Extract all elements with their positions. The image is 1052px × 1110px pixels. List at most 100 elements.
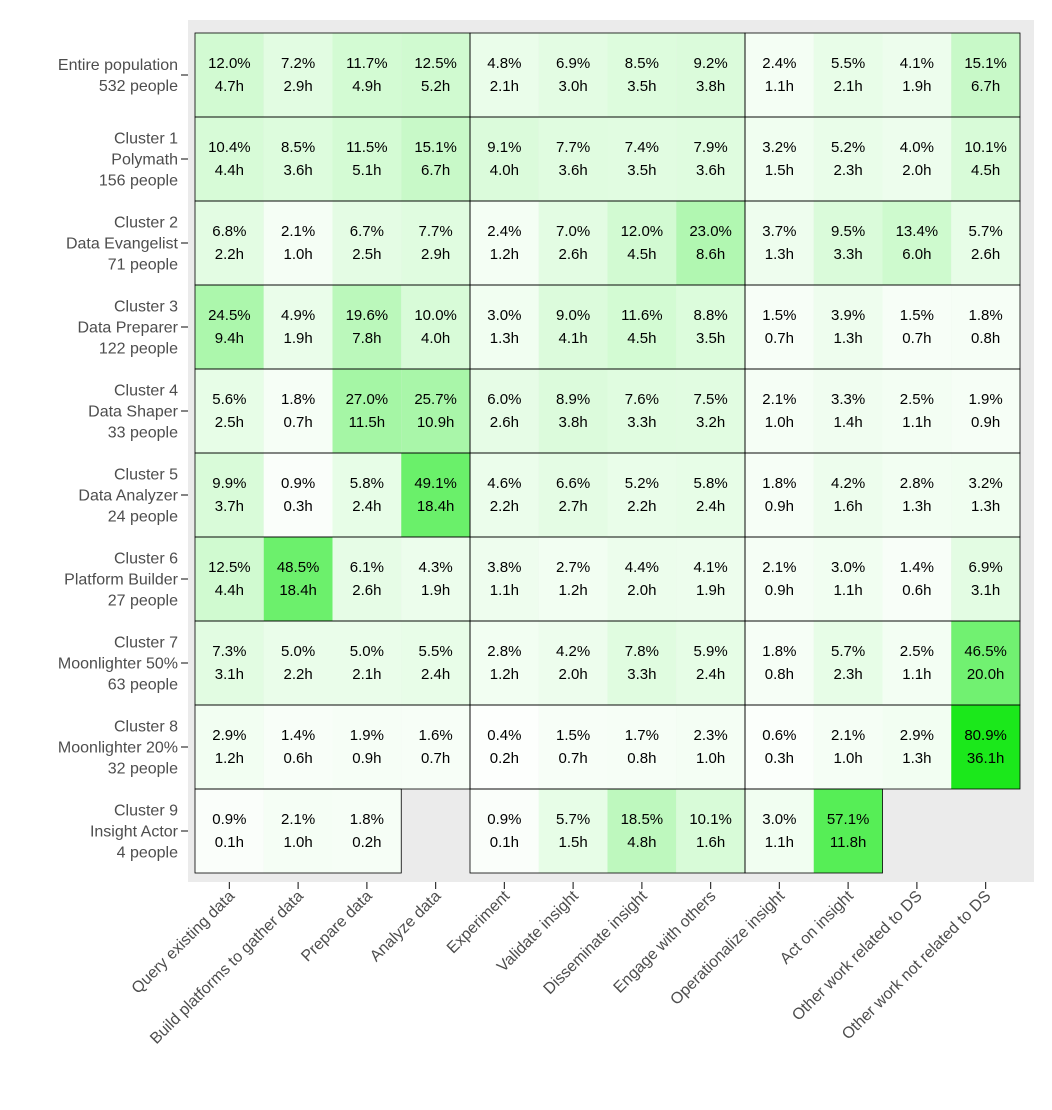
- cell-percent-label: 1.8%: [969, 307, 1003, 324]
- cell-hours-label: 1.6h: [696, 834, 725, 851]
- cell-hours-label: 1.5h: [559, 834, 588, 851]
- heatmap-cell: [951, 705, 1020, 789]
- cell-percent-label: 15.1%: [964, 55, 1007, 72]
- heatmap-cell: [951, 621, 1020, 705]
- heatmap-cell: [538, 789, 608, 873]
- cell-percent-label: 3.0%: [487, 307, 521, 324]
- cell-hours-label: 2.9h: [284, 78, 313, 95]
- cell-hours-label: 0.1h: [490, 834, 519, 851]
- cell-percent-label: 5.9%: [694, 643, 728, 660]
- heatmap-cell: [745, 201, 814, 285]
- heatmap-cell: [195, 621, 264, 705]
- cell-percent-label: 4.2%: [831, 475, 865, 492]
- cell-percent-label: 4.3%: [419, 559, 453, 576]
- cell-hours-label: 2.9h: [421, 246, 450, 263]
- cell-percent-label: 0.9%: [487, 811, 521, 828]
- cell-hours-label: 0.1h: [215, 834, 244, 851]
- cell-hours-label: 0.6h: [902, 582, 931, 599]
- cell-hours-label: 2.2h: [627, 498, 656, 515]
- cell-hours-label: 4.0h: [421, 330, 450, 347]
- cell-hours-label: 4.5h: [627, 330, 656, 347]
- heatmap-cell: [263, 369, 333, 453]
- cell-percent-label: 7.9%: [694, 139, 728, 156]
- heatmap-cell: [538, 33, 608, 117]
- cell-percent-label: 3.0%: [831, 559, 865, 576]
- cell-percent-label: 7.4%: [625, 139, 659, 156]
- y-tick-label: Cluster 8: [114, 719, 178, 736]
- heatmap-cell: [195, 285, 264, 369]
- heatmap-cell: [401, 33, 470, 117]
- y-tick-label: Cluster 5: [114, 467, 178, 484]
- cell-hours-label: 2.4h: [352, 498, 381, 515]
- heatmap-cell: [882, 705, 952, 789]
- cell-percent-label: 3.2%: [969, 475, 1003, 492]
- heatmap-cell: [676, 285, 745, 369]
- cell-percent-label: 6.1%: [350, 559, 384, 576]
- cell-percent-label: 49.1%: [414, 475, 457, 492]
- heatmap-cell: [813, 537, 883, 621]
- cell-percent-label: 4.1%: [694, 559, 728, 576]
- cell-hours-label: 3.8h: [559, 414, 588, 431]
- y-axis: Entire population 532 people Cluster 1 Poly…: [58, 57, 188, 862]
- cell-hours-label: 3.5h: [696, 330, 725, 347]
- cell-percent-label: 0.9%: [212, 811, 246, 828]
- heatmap-cell: [951, 201, 1020, 285]
- cell-percent-label: 57.1%: [827, 811, 870, 828]
- cell-hours-label: 1.3h: [490, 330, 519, 347]
- cell-hours-label: 2.6h: [971, 246, 1000, 263]
- heatmap-cell: [607, 789, 677, 873]
- heatmap-cell: [470, 537, 539, 621]
- cell-percent-label: 7.6%: [625, 391, 659, 408]
- heatmap-cell: [263, 33, 333, 117]
- cell-percent-label: 5.2%: [831, 139, 865, 156]
- cell-hours-label: 1.0h: [834, 750, 863, 767]
- cell-percent-label: 2.1%: [762, 559, 796, 576]
- heatmap-cell: [676, 201, 745, 285]
- cell-hours-label: 0.6h: [284, 750, 313, 767]
- heatmap-cell: [607, 705, 677, 789]
- heatmap-cell: [401, 201, 470, 285]
- heatmap-cell: [882, 201, 952, 285]
- cell-percent-label: 6.7%: [350, 223, 384, 240]
- cell-percent-label: 2.1%: [281, 811, 315, 828]
- heatmap-cell: [813, 369, 883, 453]
- cell-percent-label: 12.0%: [208, 55, 251, 72]
- cell-percent-label: 2.9%: [212, 727, 246, 744]
- cell-hours-label: 2.6h: [490, 414, 519, 431]
- cell-hours-label: 3.5h: [627, 162, 656, 179]
- cell-hours-label: 2.2h: [215, 246, 244, 263]
- cell-hours-label: 0.7h: [284, 414, 313, 431]
- y-tick-label: 27 people: [108, 593, 178, 610]
- cell-hours-label: 6.7h: [971, 78, 1000, 95]
- cell-hours-label: 2.4h: [696, 666, 725, 683]
- heatmap-cell: [332, 33, 402, 117]
- cell-percent-label: 2.9%: [900, 727, 934, 744]
- heatmap-cell: [263, 705, 333, 789]
- cell-hours-label: 1.1h: [765, 834, 794, 851]
- cell-hours-label: 4.1h: [559, 330, 588, 347]
- y-tick-label: Data Shaper: [88, 404, 179, 421]
- heatmap-cell: [607, 369, 677, 453]
- cell-percent-label: 1.8%: [281, 391, 315, 408]
- cell-hours-label: 3.3h: [834, 246, 863, 263]
- cell-hours-label: 2.6h: [352, 582, 381, 599]
- cell-percent-label: 3.0%: [762, 811, 796, 828]
- heatmap-cell: [263, 621, 333, 705]
- y-tick-label: Moonlighter 20%: [58, 740, 178, 757]
- heatmap-cell: [607, 285, 677, 369]
- cell-hours-label: 0.7h: [765, 330, 794, 347]
- x-tick-label: Other work not related to DS: [839, 888, 994, 1043]
- cell-hours-label: 0.3h: [284, 498, 313, 515]
- heatmap-cell: [745, 621, 814, 705]
- cell-percent-label: 12.0%: [621, 223, 664, 240]
- cell-hours-label: 1.1h: [490, 582, 519, 599]
- cell-percent-label: 5.2%: [625, 475, 659, 492]
- cell-percent-label: 5.7%: [831, 643, 865, 660]
- cell-hours-label: 4.9h: [352, 78, 381, 95]
- cell-percent-label: 3.7%: [762, 223, 796, 240]
- cell-hours-label: 2.3h: [834, 666, 863, 683]
- heatmap-cell: [470, 117, 539, 201]
- group-border: [744, 788, 883, 874]
- heatmap-cell: [470, 201, 539, 285]
- cell-percent-label: 24.5%: [208, 307, 251, 324]
